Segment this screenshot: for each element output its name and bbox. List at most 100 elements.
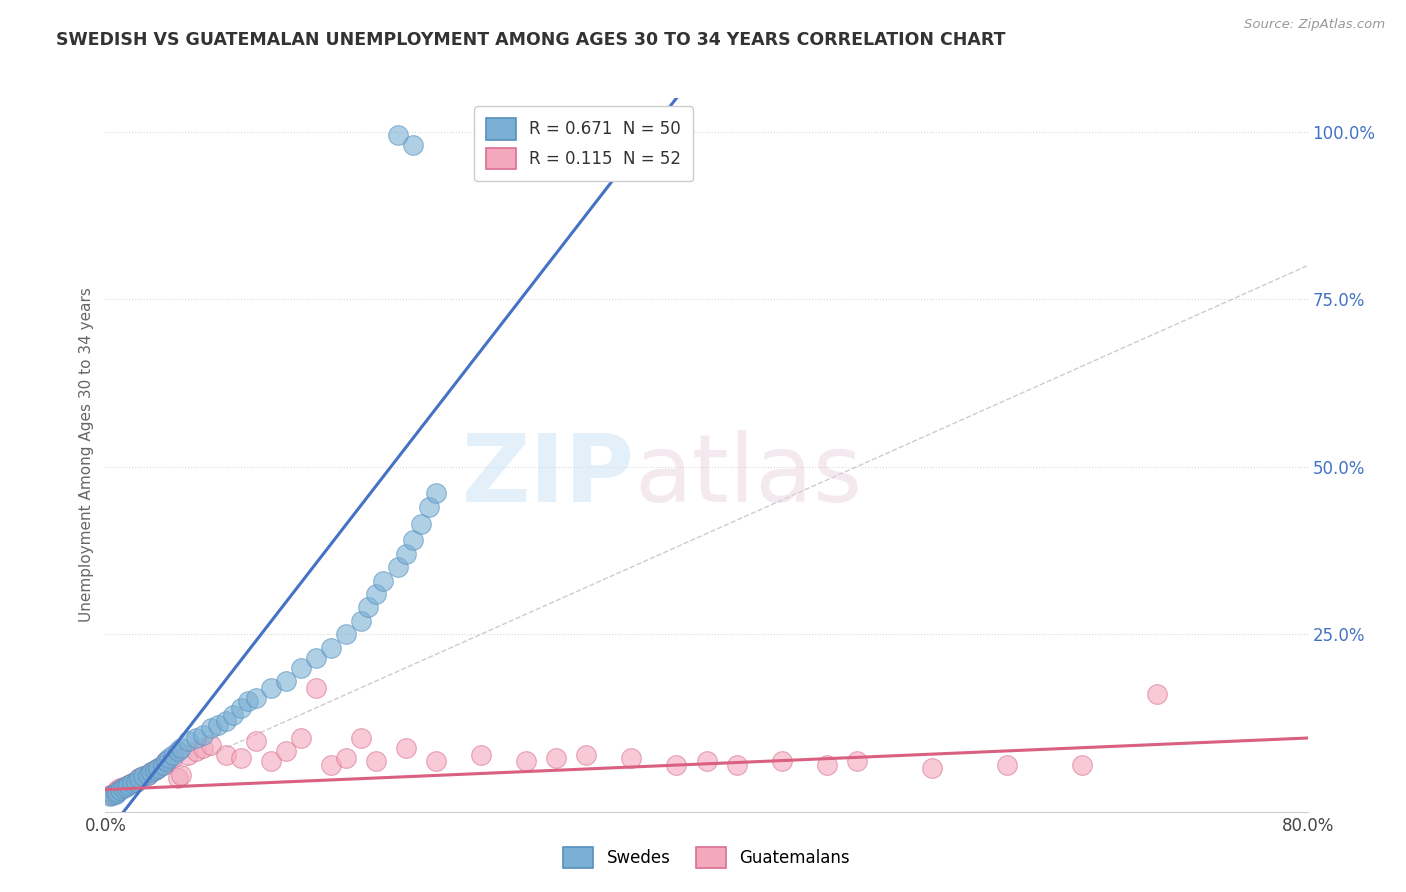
Point — [274, 744, 297, 758]
Point — [146, 761, 169, 775]
Point — [425, 755, 447, 769]
Point — [117, 778, 139, 792]
Point — [184, 731, 207, 745]
Point — [104, 784, 127, 798]
Point — [245, 690, 267, 705]
Point — [124, 774, 146, 789]
Point — [143, 763, 166, 777]
Point — [260, 681, 283, 695]
Point — [162, 747, 184, 762]
Point — [121, 776, 143, 790]
Point — [402, 533, 425, 548]
Point — [132, 769, 155, 783]
Text: atlas: atlas — [634, 430, 863, 523]
Point — [425, 486, 447, 500]
Point — [139, 764, 162, 779]
Point — [229, 701, 252, 715]
Point — [620, 751, 643, 765]
Point — [136, 768, 159, 782]
Point — [157, 751, 180, 765]
Point — [335, 751, 357, 765]
Point — [409, 516, 432, 531]
Point — [152, 757, 174, 772]
Point — [305, 681, 328, 695]
Point — [121, 776, 143, 790]
Point — [191, 741, 214, 756]
Y-axis label: Unemployment Among Ages 30 to 34 years: Unemployment Among Ages 30 to 34 years — [79, 287, 94, 623]
Point — [143, 763, 166, 777]
Point — [200, 738, 222, 752]
Text: Source: ZipAtlas.com: Source: ZipAtlas.com — [1244, 18, 1385, 31]
Point — [128, 771, 150, 785]
Point — [101, 787, 124, 801]
Point — [112, 781, 135, 796]
Point — [115, 780, 138, 794]
Point — [290, 660, 312, 674]
Point — [245, 734, 267, 748]
Point — [229, 751, 252, 765]
Point — [319, 640, 342, 655]
Point — [770, 755, 793, 769]
Point — [110, 782, 132, 797]
Point — [184, 744, 207, 758]
Point — [364, 587, 387, 601]
Point — [364, 755, 387, 769]
Point — [191, 728, 214, 742]
Point — [107, 782, 129, 797]
Point — [200, 721, 222, 735]
Point — [162, 751, 184, 765]
Point — [155, 755, 177, 769]
Point — [395, 741, 418, 756]
Point — [169, 768, 191, 782]
Point — [101, 788, 124, 802]
Point — [139, 764, 162, 779]
Text: SWEDISH VS GUATEMALAN UNEMPLOYMENT AMONG AGES 30 TO 34 YEARS CORRELATION CHART: SWEDISH VS GUATEMALAN UNEMPLOYMENT AMONG… — [56, 31, 1005, 49]
Point — [696, 755, 718, 769]
Point — [1146, 688, 1168, 702]
Point — [395, 547, 418, 561]
Point — [290, 731, 312, 745]
Point — [665, 757, 688, 772]
Point — [110, 781, 132, 796]
Point — [146, 761, 169, 775]
Point — [470, 747, 492, 762]
Point — [169, 741, 191, 756]
Point — [515, 755, 537, 769]
Point — [815, 757, 838, 772]
Point — [995, 757, 1018, 772]
Point — [350, 731, 373, 745]
Point — [418, 500, 440, 514]
Point — [136, 768, 159, 782]
Point — [214, 747, 236, 762]
Point — [1071, 757, 1094, 772]
Point — [402, 138, 425, 153]
Point — [98, 789, 121, 804]
Point — [214, 714, 236, 729]
Point — [238, 694, 260, 708]
Point — [319, 757, 342, 772]
Point — [177, 734, 200, 748]
Point — [921, 761, 943, 775]
Point — [274, 674, 297, 689]
Point — [152, 757, 174, 772]
Point — [546, 751, 568, 765]
Point — [124, 774, 146, 789]
Point — [166, 771, 188, 785]
Text: ZIP: ZIP — [461, 430, 634, 523]
Point — [132, 769, 155, 783]
Point — [845, 755, 868, 769]
Point — [98, 788, 121, 802]
Point — [305, 650, 328, 665]
Point — [387, 128, 409, 142]
Point — [335, 627, 357, 641]
Point — [166, 744, 188, 758]
Point — [260, 755, 283, 769]
Point — [107, 784, 129, 798]
Point — [207, 717, 229, 731]
Point — [117, 778, 139, 792]
Point — [177, 747, 200, 762]
Point — [373, 574, 395, 588]
Point — [104, 787, 127, 801]
Point — [357, 600, 380, 615]
Point — [155, 755, 177, 769]
